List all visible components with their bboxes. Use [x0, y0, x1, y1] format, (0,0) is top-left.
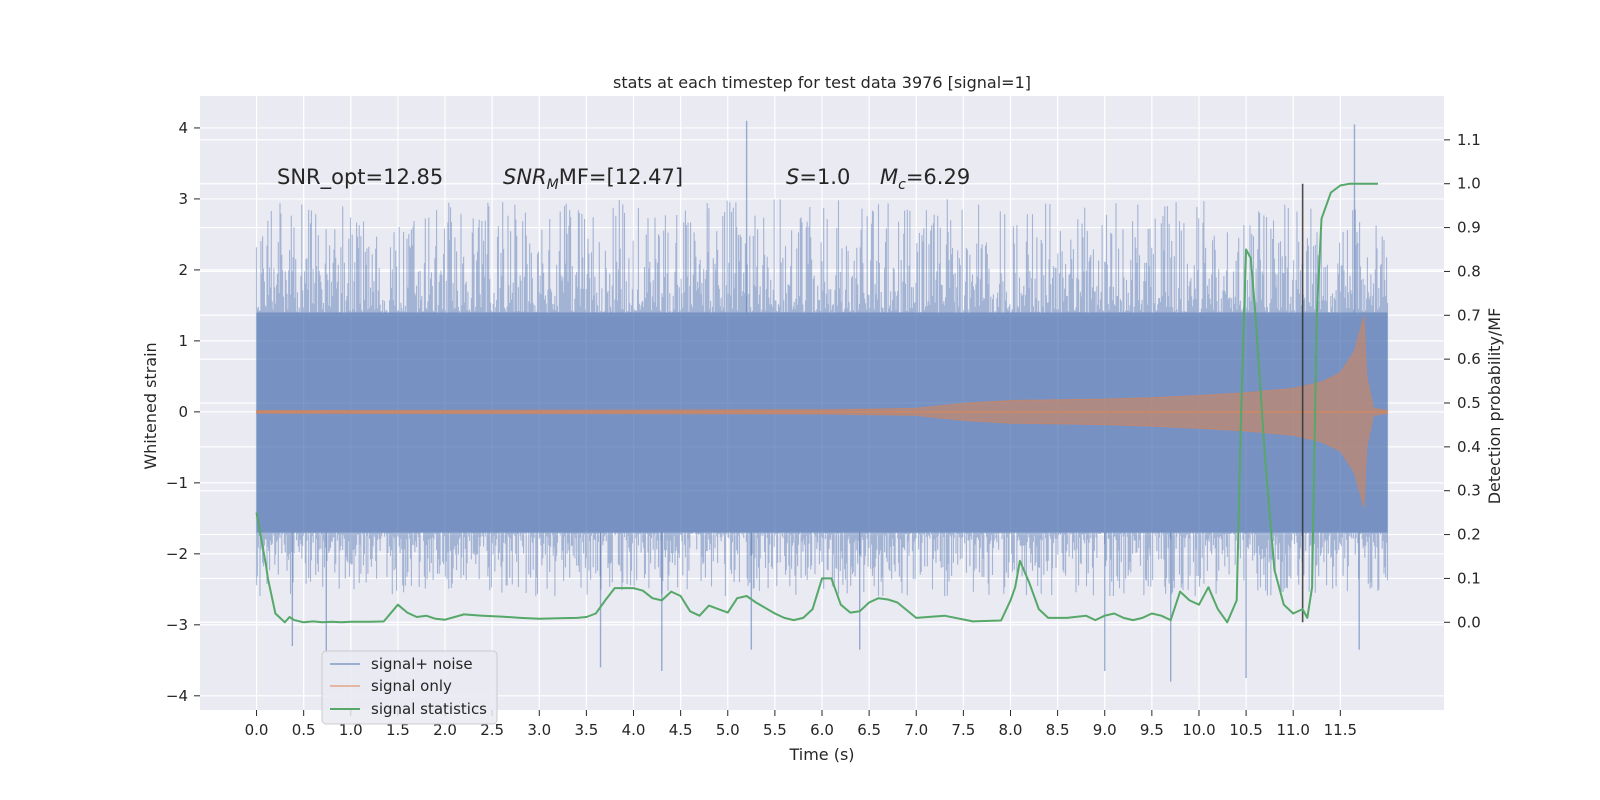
signal-statistics-series	[255, 182, 1378, 624]
chart-title: stats at each timestep for test data 397…	[613, 73, 1031, 92]
y-right-axis-label: Detection probability/MF	[1485, 308, 1504, 505]
y-right-tick-label: 0.6	[1457, 350, 1481, 368]
annotation-snr-mf-sub: M	[547, 177, 559, 193]
x-tick-label: 2.5	[480, 721, 504, 739]
x-tick-label: 2.0	[433, 721, 457, 739]
y-right-tick-label: 0.5	[1457, 394, 1481, 412]
annotation-s-prefix: S	[786, 165, 799, 189]
x-tick-label: 11.5	[1324, 721, 1357, 739]
x-tick-label: 4.0	[622, 721, 646, 739]
x-tick-label: 5.5	[763, 721, 787, 739]
x-tick-label: 10.5	[1229, 721, 1262, 739]
y-right-tick-label: 0.1	[1457, 569, 1481, 587]
annotation-s: S=1.0	[786, 165, 850, 189]
x-tick-label: 4.5	[669, 721, 693, 739]
y-right-tick-label: 0.8	[1457, 262, 1481, 280]
y-tick-label: −4	[166, 687, 188, 705]
y-tick-label: −1	[166, 474, 188, 492]
y-right-tick-label: 0.7	[1457, 306, 1481, 324]
y-right-tick-label: 0.4	[1457, 438, 1481, 456]
legend: signal+ noise signal only signal statist…	[321, 650, 498, 725]
x-tick-label: 1.5	[386, 721, 410, 739]
y-tick-label: −3	[166, 616, 188, 634]
legend-box	[321, 650, 498, 725]
legend-label-signal-only: signal only	[371, 677, 452, 695]
x-tick-label: 9.0	[1093, 721, 1117, 739]
x-tick-label: 6.0	[810, 721, 834, 739]
x-axis-label: Time (s)	[788, 745, 854, 764]
y-tick-label: −2	[166, 545, 188, 563]
y-right-tick-label: 0.9	[1457, 219, 1481, 237]
x-tick-label: 8.0	[999, 721, 1023, 739]
y-tick-label: 1	[178, 332, 188, 350]
annotation-snr-opt: SNR_opt=12.85	[277, 165, 443, 190]
legend-label-signal-noise: signal+ noise	[371, 655, 473, 673]
signal-only-series	[256, 315, 1388, 508]
y-axis-ticks: −4 −3 −2 −1 0 1 2 3 4	[166, 119, 200, 705]
y-tick-label: 3	[178, 190, 188, 208]
x-tick-label: 0.0	[245, 721, 269, 739]
x-tick-label: 9.5	[1140, 721, 1164, 739]
x-tick-label: 0.5	[292, 721, 316, 739]
y-axis-label: Whitened strain	[141, 342, 160, 469]
x-tick-label: 10.0	[1182, 721, 1215, 739]
annotation-snr-mf-value: MF=[12.47]	[559, 165, 683, 189]
y-tick-label: 2	[178, 261, 188, 279]
y-right-tick-label: 0.2	[1457, 526, 1481, 544]
y-right-tick-label: 1.1	[1457, 131, 1481, 149]
x-tick-label: 7.5	[951, 721, 975, 739]
legend-label-signal-statistics: signal statistics	[371, 700, 487, 718]
x-tick-label: 3.0	[527, 721, 551, 739]
signal-statistics-line	[255, 182, 1378, 624]
x-tick-label: 3.5	[574, 721, 598, 739]
annotation-mc-value: =6.29	[906, 165, 970, 189]
y-right-axis-ticks: 0.0 0.1 0.2 0.3 0.4 0.5 0.6 0.7 0.8 0.9 1.0 1.1	[1444, 131, 1481, 631]
y-right-tick-label: 0.3	[1457, 482, 1481, 500]
x-axis-ticks: 0.0 0.5 1.0 1.5 2.0 2.5 3.0 3.5 4.0 4.5 5.0 5.5 6.0 6…	[245, 710, 1357, 739]
annotation-mc-prefix: M	[880, 165, 898, 189]
y-tick-label: 4	[178, 119, 188, 137]
x-tick-label: 1.0	[339, 721, 363, 739]
y-right-tick-label: 1.0	[1457, 175, 1481, 193]
x-tick-label: 7.0	[904, 721, 928, 739]
x-tick-label: 6.5	[857, 721, 881, 739]
annotation-snr-mf-prefix: SNR	[503, 165, 547, 189]
x-tick-label: 8.5	[1046, 721, 1070, 739]
y-tick-label: 0	[178, 403, 188, 421]
annotation-mc: Mc=6.29	[880, 165, 970, 193]
x-tick-label: 5.0	[716, 721, 740, 739]
x-tick-label: 11.0	[1277, 721, 1310, 739]
y-right-tick-label: 0.0	[1457, 613, 1481, 631]
annotation-snr-mf: SNRMMF=[12.47]	[503, 165, 683, 193]
annotation-s-value: =1.0	[799, 165, 850, 189]
annotation-mc-sub: c	[898, 177, 906, 193]
